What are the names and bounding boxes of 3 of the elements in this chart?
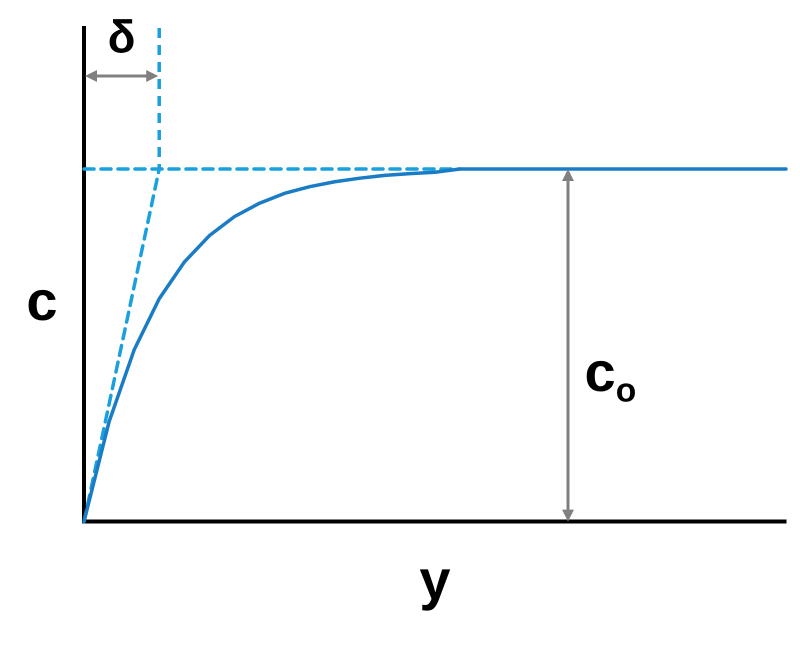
x-axis-title: y (419, 548, 451, 612)
y-axis-title: c (26, 269, 58, 332)
text: δ (108, 10, 136, 63)
